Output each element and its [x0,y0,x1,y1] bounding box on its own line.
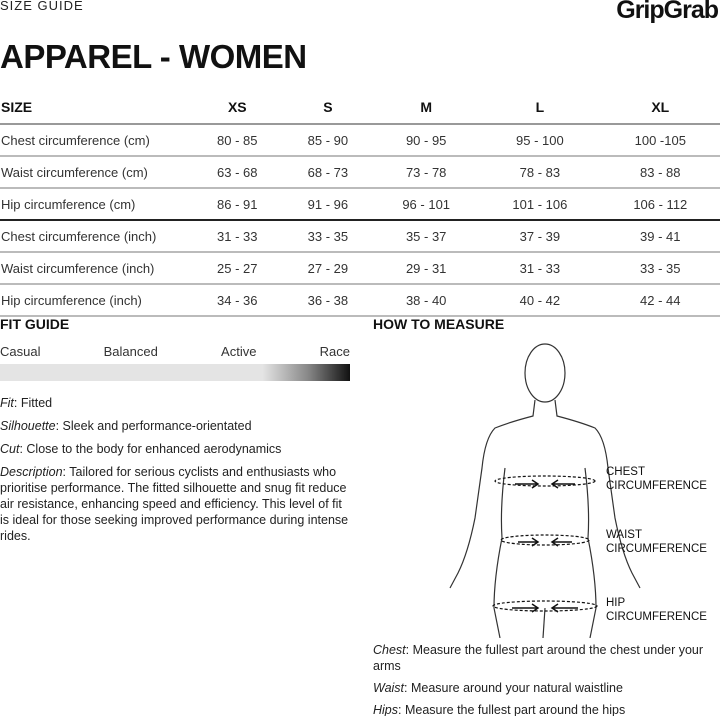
brand-logo: GripGrab [616,0,719,24]
row-label: Chest circumference (inch) [0,220,192,253]
measure-notes: Chest: Measure the fullest part around t… [373,642,720,716]
note-chest-label: Chest [373,643,406,657]
fit-label: Fit [0,396,14,410]
cut-line: Cut: Close to the body for enhanced aero… [0,441,350,457]
table-row: Chest circumference (inch) 31 - 33 33 - 35… [0,220,720,253]
table-cell: 36 - 38 [282,284,374,317]
header-xs: XS [192,91,283,125]
table-header-row: SIZE XS S M L XL [0,91,720,125]
header-l: L [479,91,601,125]
silhouette-text: : Sleek and performance-orientated [55,419,252,433]
fit-guide-title: FIT GUIDE [0,316,70,332]
table-cell: 68 - 73 [282,156,374,189]
table-cell: 80 - 85 [192,124,283,157]
row-label: Hip circumference (inch) [0,284,192,317]
hip-label: HIP CIRCUMFERENCE [606,597,707,623]
page-title: APPAREL - WOMEN [0,38,307,75]
silhouette-label: Silhouette [0,419,56,433]
note-waist: Waist: Measure around your natural waist… [373,680,720,696]
note-waist-label: Waist [373,681,405,695]
table-cell: 73 - 78 [373,156,480,189]
note-chest-text: : Measure the fullest part around the ch… [373,643,704,673]
table-row: Hip circumference (cm) 86 - 91 91 - 96 96 -… [0,188,720,221]
table-cell: 38 - 40 [373,284,480,317]
table-cell: 33 - 35 [600,252,720,285]
table-row: Waist circumference (cm) 63 - 68 68 - 73 73… [0,156,720,189]
table-cell: 35 - 37 [373,220,480,253]
size-table: SIZE XS S M L XL Chest circumference (cm… [0,91,720,317]
table-cell: 96 - 101 [373,188,480,221]
fit-scale-labels: Casual Balanced Active Race [0,344,350,359]
table-cell: 86 - 91 [192,188,283,221]
cut-label: Cut [0,442,20,456]
note-hips-label: Hips [373,703,399,716]
row-label: Waist circumference (inch) [0,252,192,285]
table-cell: 34 - 36 [192,284,283,317]
table-cell: 101 - 106 [479,188,601,221]
row-label: Waist circumference (cm) [0,156,192,189]
scale-balanced: Balanced [103,344,158,359]
row-label: Chest circumference (cm) [0,124,192,157]
scale-casual: Casual [0,344,41,359]
header-size: SIZE [0,91,192,125]
fit-gradient-bar [0,364,350,381]
fit-line: Fit: Fitted [0,395,350,411]
note-hips-text: : Measure the fullest part around the hi… [398,703,626,716]
description-text: : Tailored for serious cyclists and enth… [0,465,349,543]
table-cell: 33 - 35 [282,220,374,253]
description-line: Description: Tailored for serious cyclis… [0,464,350,544]
fit-text: : Fitted [13,396,53,410]
table-cell: 40 - 42 [479,284,601,317]
table-cell: 85 - 90 [282,124,374,157]
table-cell: 31 - 33 [192,220,283,253]
silhouette-line: Silhouette: Sleek and performance-orient… [0,418,350,434]
table-row: Waist circumference (inch) 25 - 27 27 - 29… [0,252,720,285]
note-chest: Chest: Measure the fullest part around t… [373,642,720,674]
table-cell: 39 - 41 [600,220,720,253]
how-to-measure-title: HOW TO MEASURE [373,316,505,332]
table-cell: 100 -105 [600,124,720,157]
table-cell: 63 - 68 [192,156,283,189]
table-cell: 91 - 96 [282,188,374,221]
scale-active: Active [221,344,257,359]
chest-label: CHEST CIRCUMFERENCE [606,466,707,492]
table-cell: 106 - 112 [600,188,720,221]
description-label: Description [0,465,63,479]
header-xl: XL [600,91,720,125]
header-m: M [373,91,480,125]
table-row: Hip circumference (inch) 34 - 36 36 - 38 38… [0,284,720,317]
table-row: Chest circumference (cm) 80 - 85 85 - 90 90… [0,124,720,157]
table-cell: 90 - 95 [373,124,480,157]
fit-guide: FIT GUIDE Casual Balanced Active Race Fi… [0,316,350,551]
table-cell: 37 - 39 [479,220,601,253]
table-cell: 29 - 31 [373,252,480,285]
size-guide-label: SIZE GUIDE [0,0,84,13]
table-cell: 31 - 33 [479,252,601,285]
waist-label: WAIST CIRCUMFERENCE [606,529,707,555]
how-to-measure: HOW TO MEASURE [373,316,720,332]
body-figure-illustration [449,343,641,638]
table-cell: 83 - 88 [600,156,720,189]
table-cell: 42 - 44 [600,284,720,317]
scale-race: Race [319,344,350,359]
cut-text: : Close to the body for enhanced aerodyn… [19,442,282,456]
table-cell: 27 - 29 [282,252,374,285]
table-cell: 25 - 27 [192,252,283,285]
note-hips: Hips: Measure the fullest part around th… [373,702,720,716]
note-waist-text: : Measure around your natural waistline [404,681,623,695]
row-label: Hip circumference (cm) [0,188,192,221]
header-s: S [282,91,374,125]
table-cell: 78 - 83 [479,156,601,189]
table-cell: 95 - 100 [479,124,601,157]
